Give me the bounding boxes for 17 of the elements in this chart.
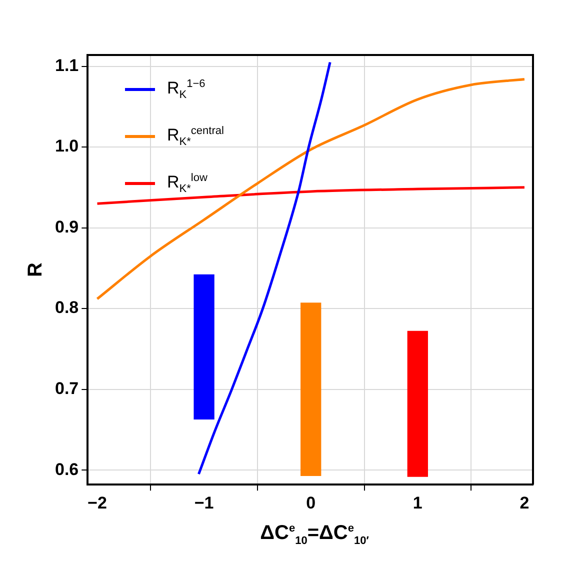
y-axis-title: R <box>24 262 47 278</box>
x-tick-label: 1 <box>412 493 422 512</box>
x-tick-label: −1 <box>194 493 214 512</box>
line-series <box>96 186 526 205</box>
y-tick-label: 0.7 <box>54 379 79 398</box>
bar <box>407 330 428 477</box>
x-tick-label: −2 <box>88 493 107 512</box>
x-tick-label: 2 <box>520 493 530 512</box>
y-tick-label: 1.1 <box>54 56 79 75</box>
y-tick-label: 0.6 <box>54 460 79 479</box>
y-tick-label: 0.8 <box>54 298 79 318</box>
bar <box>194 274 214 420</box>
x-tick-label: 0 <box>306 493 316 512</box>
y-tick-label: 1.0 <box>54 136 79 156</box>
bar <box>300 302 322 476</box>
y-tick-label: 0.9 <box>54 217 79 236</box>
line-series <box>96 78 526 300</box>
